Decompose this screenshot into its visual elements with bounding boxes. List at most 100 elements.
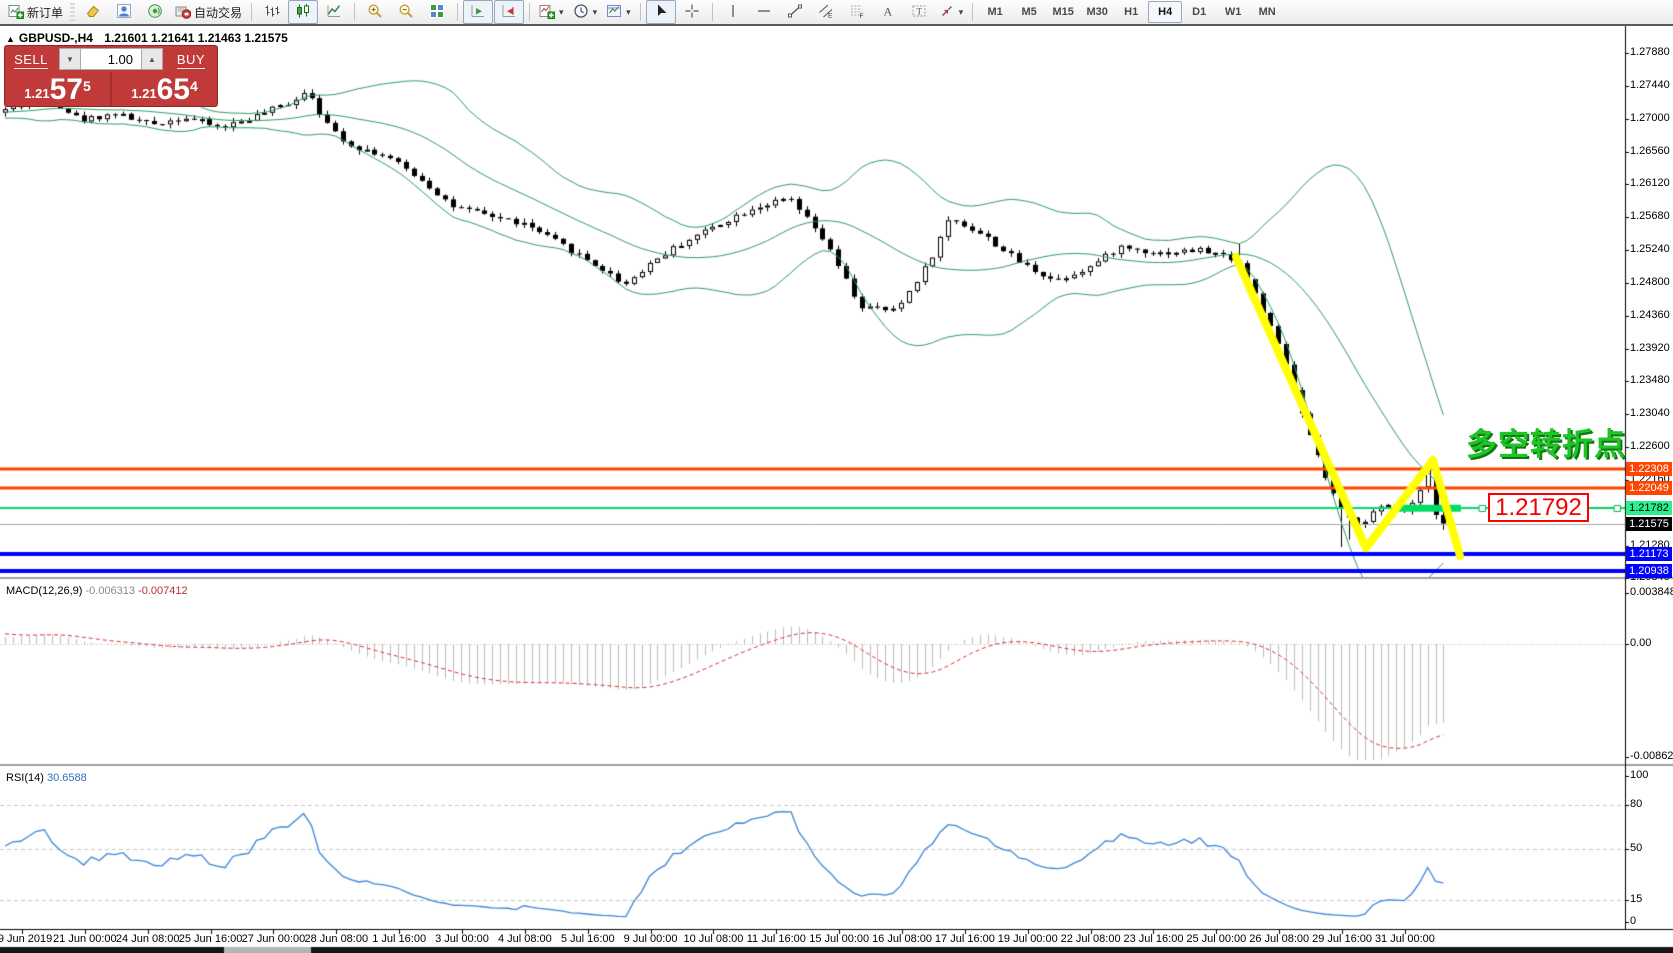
timeframe-button-w1[interactable]: W1 [1224, 6, 1242, 18]
zoom-out-button[interactable] [391, 0, 421, 24]
crosshair-tool-button[interactable] [677, 0, 707, 24]
time-axis-label: 27 Jun 00:00 [241, 933, 306, 945]
time-axis-label: 28 Jun 08:00 [304, 933, 369, 945]
price-axis-label: 1.25240 [1630, 243, 1670, 255]
text-tool-button[interactable]: A [873, 0, 903, 24]
arrows-tool-button[interactable]: ▾ [935, 0, 968, 24]
indicators-button[interactable]: ▾ [535, 0, 568, 24]
autotrading-button[interactable]: 自动交易 [171, 0, 246, 24]
volume-value[interactable]: 1.00 [81, 48, 141, 70]
one-click-trading-panel: SELL ▼ 1.00 ▲ BUY 1.21 57 5 1.21 65 4 [4, 45, 218, 107]
timeframe-group: M1 M5 M15 M30 H1 H4 D1 W1 MN [978, 1, 1284, 23]
toolbar-separator [251, 3, 253, 21]
price-axis-label: 1.27880 [1630, 46, 1670, 58]
volume-increase-button[interactable]: ▲ [141, 48, 163, 70]
price-axis-label: 1.27440 [1630, 78, 1670, 91]
trendline-icon [787, 3, 803, 22]
periods-clock-icon [573, 3, 589, 22]
rsi-axis-label: 100 [1630, 769, 1649, 781]
toolbar-separator [711, 3, 713, 21]
time-axis-label: 25 Jul 00:00 [1186, 933, 1247, 945]
time-axis-label: 22 Jul 08:00 [1060, 933, 1121, 945]
time-axis-label: 26 Jul 08:00 [1249, 933, 1310, 945]
timeframe-button-h4[interactable]: H4 [1148, 1, 1183, 23]
time-axis-label: 17 Jul 16:00 [934, 933, 995, 945]
line-chart-button[interactable] [319, 0, 349, 24]
vertical-line-icon [725, 3, 741, 22]
timeframe-button-m1[interactable]: M1 [987, 6, 1003, 18]
text-label-tool-button[interactable]: T [904, 0, 934, 24]
auto-scroll-button[interactable] [463, 0, 494, 24]
zoom-in-button[interactable] [360, 0, 390, 24]
candlestick-chart-button[interactable] [288, 0, 319, 24]
timeframe-button-m30[interactable]: M30 [1086, 6, 1108, 18]
price-tag: 1.21575 [1626, 516, 1672, 531]
sell-button[interactable]: SELL [14, 51, 48, 69]
svg-text:A: A [883, 4, 892, 18]
price-axis-label: 1.24360 [1630, 308, 1670, 321]
templates-button[interactable]: ▾ [602, 0, 635, 24]
cursor-tool-button[interactable] [645, 0, 676, 24]
time-axis-label: 24 Jun 08:00 [115, 933, 180, 945]
time-axis-label: 1 Jul 16:00 [372, 933, 427, 945]
price-axis-label: 1.25680 [1630, 210, 1670, 223]
vertical-line-tool-button[interactable] [718, 0, 748, 24]
crosshair-icon [684, 3, 700, 22]
price-axis-label: 1.24800 [1630, 275, 1670, 288]
time-axis-label: 4 Jul 08:00 [497, 933, 552, 945]
timeframe-button-m15[interactable]: M15 [1052, 6, 1074, 18]
equidistant-channel-tool-button[interactable]: E [811, 0, 841, 24]
collapse-triangle-icon[interactable]: ▲ [6, 34, 15, 44]
timeframe-button-d1[interactable]: D1 [1192, 6, 1207, 18]
trade-panel-divider [110, 72, 112, 106]
price-tag: 1.22049 [1626, 481, 1672, 496]
main-toolbar: 新订单 自动交易 ▾ ▾ ▾ E F A T ▾ [0, 0, 1673, 26]
svg-text:E: E [828, 12, 833, 19]
rsi-axis-label: 15 [1630, 893, 1643, 906]
rsi-value: 30.6588 [46, 772, 87, 784]
tile-windows-button[interactable] [422, 0, 452, 24]
chart-shift-icon [501, 3, 517, 22]
candlestick-chart-icon [295, 3, 311, 22]
indicators-icon [539, 3, 556, 22]
toolbar-separator [457, 3, 459, 21]
price-axis-label: 1.23920 [1630, 341, 1670, 354]
dropdown-arrow-icon: ▾ [592, 6, 598, 17]
sell-price[interactable]: 1.21 57 5 [24, 73, 91, 106]
price-tag: 1.22308 [1626, 461, 1672, 476]
profiles-button[interactable] [109, 0, 139, 24]
time-axis-label: 19 Jul 00:00 [997, 933, 1058, 945]
toolbar-separator [639, 3, 641, 21]
trendline-tool-button[interactable] [780, 0, 810, 24]
periods-button[interactable]: ▾ [569, 0, 602, 24]
time-axis-label: 3 Jul 00:00 [435, 933, 489, 945]
buy-price[interactable]: 1.21 65 4 [131, 73, 198, 106]
buy-button[interactable]: BUY [176, 51, 206, 69]
price-label-box[interactable]: 1.21792 [1488, 493, 1589, 522]
horizontal-line-tool-button[interactable] [749, 0, 779, 24]
price-axis-label: 1.26120 [1630, 177, 1670, 190]
volume-stepper: ▼ 1.00 ▲ [59, 48, 163, 70]
chart-shift-button[interactable] [494, 0, 525, 24]
chart-text-annotation[interactable]: 多空转折点 [1466, 427, 1626, 462]
objects-button[interactable] [78, 0, 108, 24]
trade-panel-prices: 1.21 57 5 1.21 65 4 [5, 72, 217, 106]
fibonacci-tool-button[interactable]: F [842, 0, 872, 24]
new-order-icon [8, 3, 24, 22]
bar-chart-button[interactable] [257, 0, 287, 24]
macd-main-value: -0.006313 [85, 585, 136, 597]
dropdown-arrow-icon: ▾ [958, 6, 964, 17]
price-axis-label: 1.27000 [1630, 111, 1670, 124]
timeframe-button-h1[interactable]: H1 [1124, 6, 1139, 18]
macd-axis-label: -0.008629 [1630, 750, 1673, 762]
volume-decrease-button[interactable]: ▼ [59, 48, 81, 70]
timeframe-button-m5[interactable]: M5 [1021, 6, 1037, 18]
timeframe-button-mn[interactable]: MN [1258, 6, 1276, 18]
new-order-button[interactable]: 新订单 [4, 0, 67, 24]
data-feed-button[interactable] [140, 0, 170, 24]
price-tag: 1.20938 [1626, 564, 1672, 579]
price-tag: 1.21782 [1626, 501, 1672, 516]
bar-chart-icon [264, 3, 280, 22]
